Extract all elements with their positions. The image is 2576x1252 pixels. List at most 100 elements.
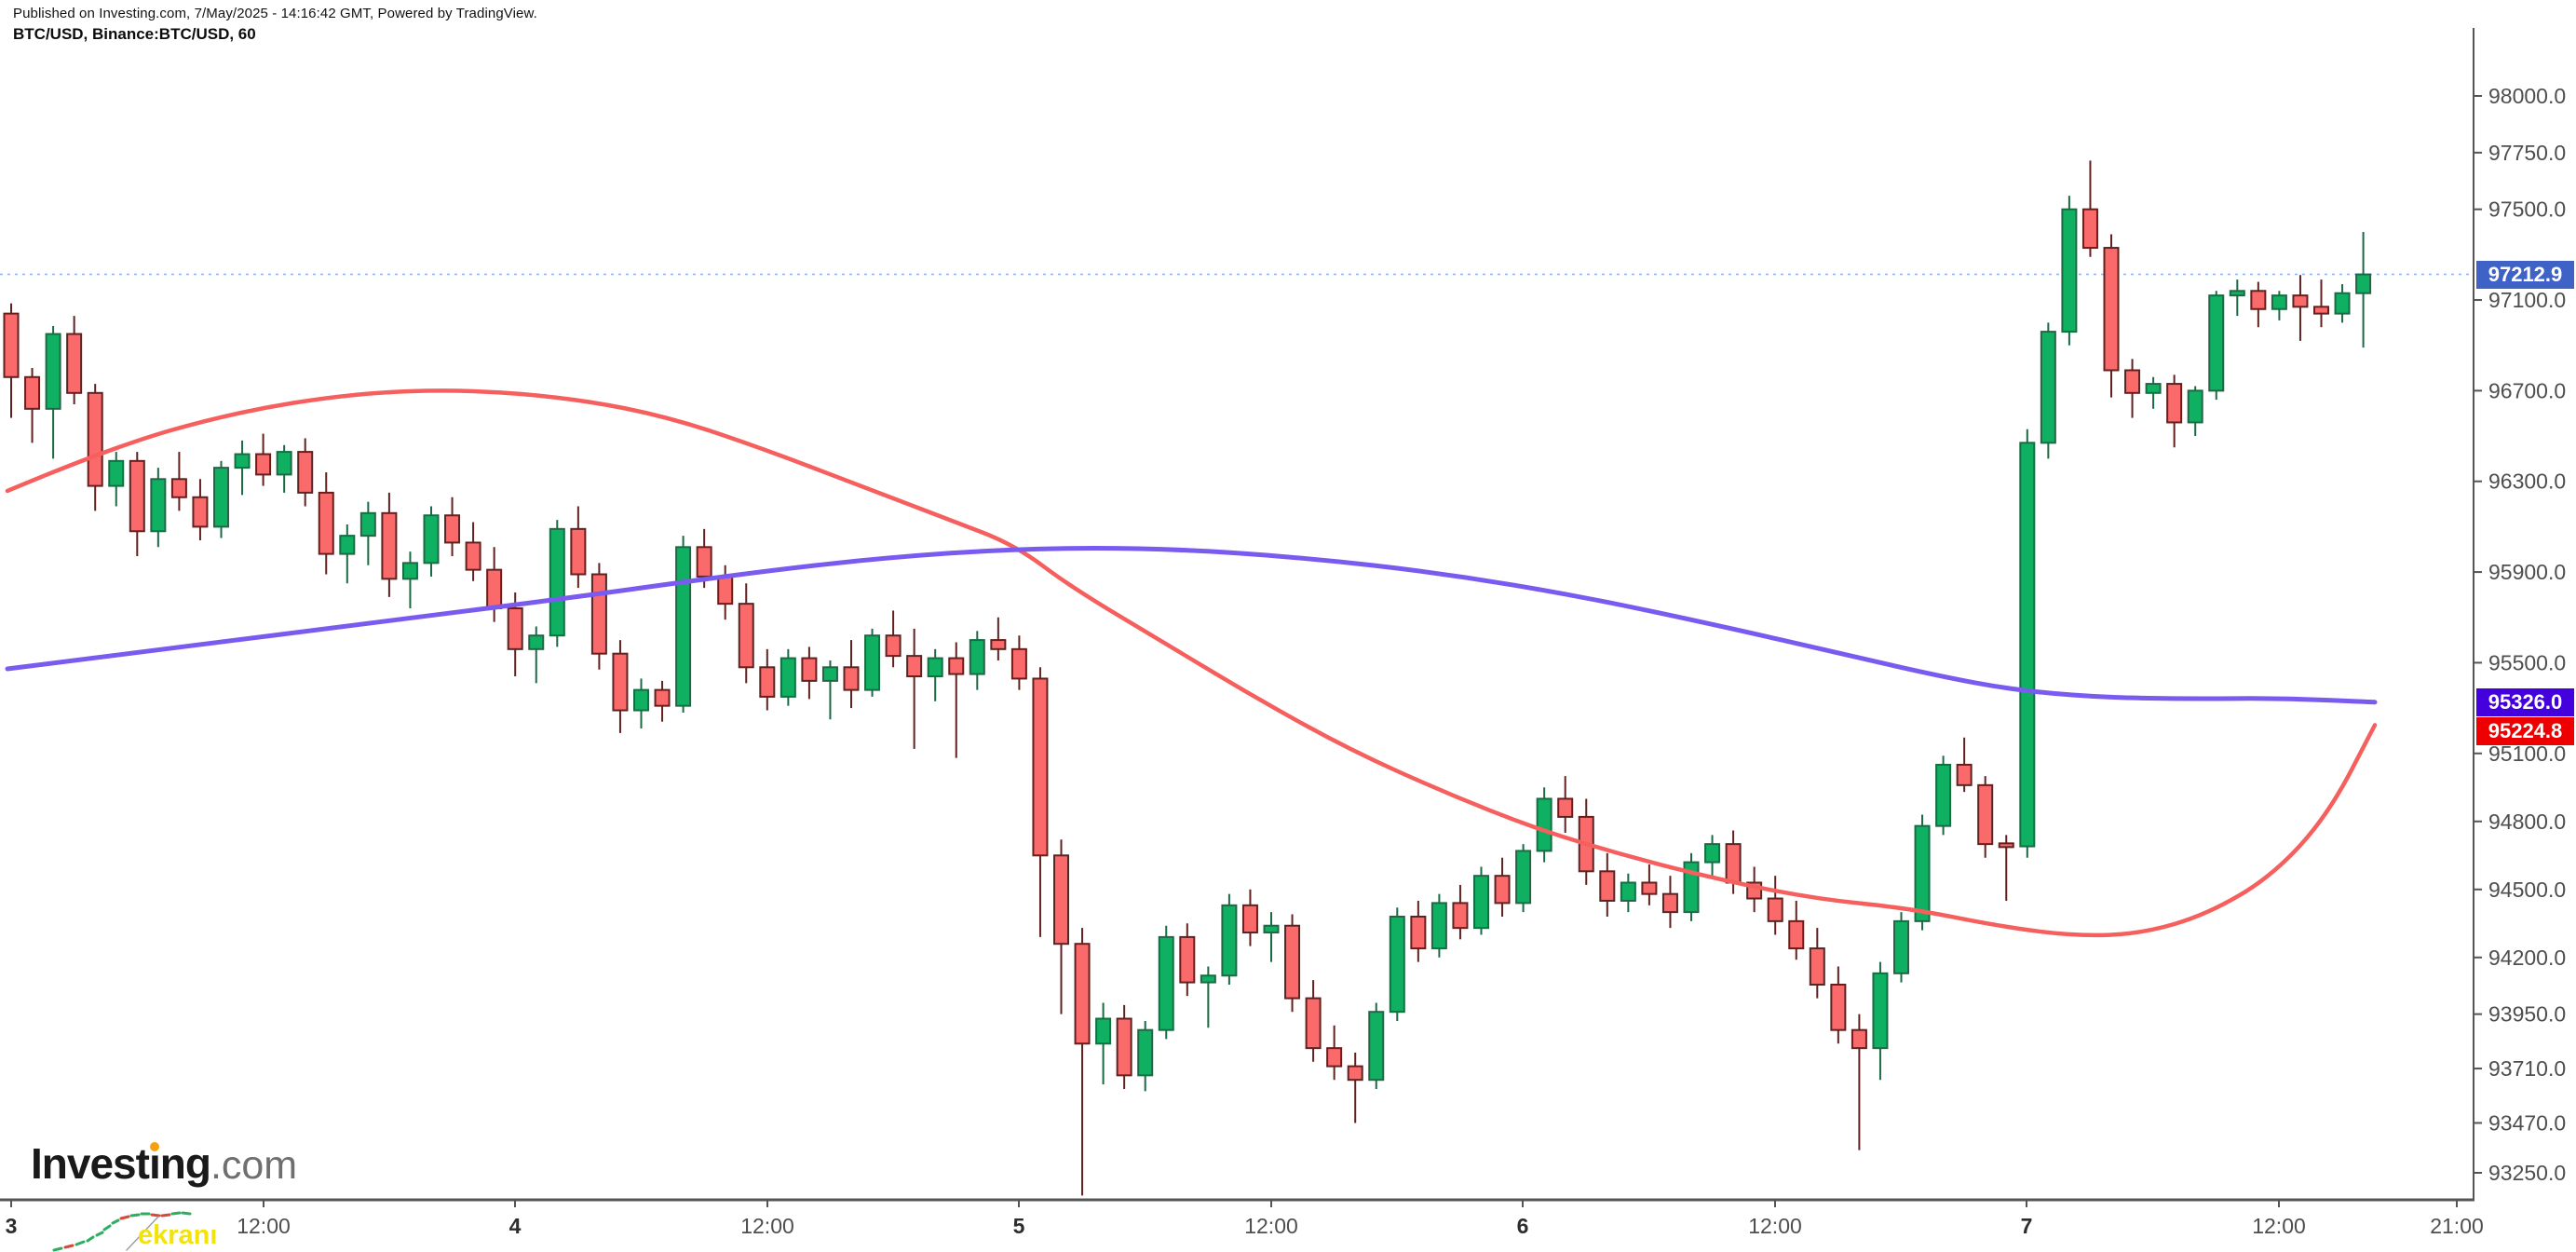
candle-down xyxy=(1788,919,1805,950)
price-axis-label: 98000.0 xyxy=(2488,84,2566,108)
candle-up xyxy=(1935,763,1952,827)
chart-header: Published on Investing.com, 7/May/2025 -… xyxy=(13,6,537,44)
candle-down xyxy=(3,312,20,378)
candle-down xyxy=(612,652,629,712)
candle-down xyxy=(1725,843,1742,884)
time-axis-label: 12:00 xyxy=(1748,1214,1802,1238)
last-price-value: 97212.9 xyxy=(2488,262,2563,286)
ma-red-badge: 95224.8 xyxy=(2476,716,2574,745)
candle-up xyxy=(1893,919,1909,974)
candle-up xyxy=(1200,974,1216,984)
candle-down xyxy=(507,607,523,650)
candle-up xyxy=(2019,442,2036,848)
candle-down xyxy=(2313,306,2329,315)
candle-up xyxy=(1620,881,1636,902)
candle-up xyxy=(1430,902,1447,950)
price-axis-label: 94800.0 xyxy=(2488,810,2566,834)
candle-up xyxy=(1221,904,1238,977)
candle-down xyxy=(1284,924,1301,1000)
candle-down xyxy=(297,451,314,494)
candle-up xyxy=(1872,972,1889,1050)
candle-down xyxy=(696,546,712,578)
price-axis-label: 94200.0 xyxy=(2488,946,2566,970)
candle-up xyxy=(1704,843,1721,864)
candle-down xyxy=(885,634,902,658)
candle-down xyxy=(2292,294,2309,308)
candle-down xyxy=(1410,915,1427,950)
candle-down xyxy=(1661,892,1678,914)
candle-up xyxy=(1536,797,1552,852)
price-axis-label: 93250.0 xyxy=(2488,1161,2566,1185)
candle-down xyxy=(1641,881,1658,895)
ma-purple-value: 95326.0 xyxy=(2488,689,2563,714)
candle-down xyxy=(1851,1028,1867,1050)
time-axis-label: 7 xyxy=(2021,1214,2033,1238)
price-axis-label: 95100.0 xyxy=(2488,742,2566,766)
candle-up xyxy=(2229,290,2245,297)
logo-text-1: Invest xyxy=(31,1139,150,1188)
candle-up xyxy=(423,514,440,565)
ma-red-value: 95224.8 xyxy=(2488,718,2563,742)
time-axis-label: 4 xyxy=(509,1214,522,1238)
candle-down xyxy=(2166,383,2183,424)
candle-down xyxy=(1452,902,1469,930)
candle-up xyxy=(2271,294,2287,310)
candle-down xyxy=(1347,1065,1363,1082)
candle-up xyxy=(969,639,985,675)
candle-down xyxy=(843,666,860,691)
ma-red-line xyxy=(5,388,2378,938)
candle-down xyxy=(444,514,461,544)
candle-up xyxy=(780,657,796,698)
candle-down xyxy=(381,511,398,580)
candle-down xyxy=(1074,943,1091,1045)
candle-up xyxy=(1914,824,1931,922)
price-axis-label: 93950.0 xyxy=(2488,1002,2566,1027)
logo-dotted-i: ı xyxy=(148,1139,161,1188)
candle-down xyxy=(906,655,923,678)
candle-down xyxy=(1809,947,1825,987)
candle-down xyxy=(1830,984,1847,1031)
candle-up xyxy=(2355,273,2372,294)
candle-up xyxy=(150,478,167,533)
candle-down xyxy=(948,657,965,675)
candle-up xyxy=(821,666,838,682)
candle-down xyxy=(759,666,776,698)
price-axis-label: 96700.0 xyxy=(2488,378,2566,402)
candle-up xyxy=(401,562,418,580)
logo-orange-dot-icon xyxy=(149,1142,159,1151)
candle-up xyxy=(359,511,376,538)
candle-down xyxy=(1179,935,1196,984)
candle-down xyxy=(570,527,587,576)
candle-up xyxy=(2208,294,2225,392)
watermark-sparkline-icon xyxy=(52,1211,192,1252)
candle-down xyxy=(1494,875,1511,905)
time-axis-label: 3 xyxy=(6,1214,18,1238)
candle-down xyxy=(2103,247,2120,372)
candle-up xyxy=(213,467,229,528)
price-axis-label: 96300.0 xyxy=(2488,470,2566,494)
price-axis-label: 97500.0 xyxy=(2488,197,2566,222)
candle-up xyxy=(108,459,125,487)
time-axis-label: 5 xyxy=(1013,1214,1025,1238)
time-axis-label: 12:00 xyxy=(1244,1214,1298,1238)
candle-up xyxy=(1515,850,1532,905)
watermark-text: ekranı xyxy=(138,1220,218,1250)
candle-up xyxy=(864,634,881,691)
candle-up xyxy=(1263,924,1280,934)
candle-down xyxy=(2124,369,2141,394)
candle-up xyxy=(1095,1017,1112,1045)
price-axis-label: 95500.0 xyxy=(2488,650,2566,674)
candle-down xyxy=(170,478,187,498)
candle-down xyxy=(1977,783,1994,846)
candle-up xyxy=(234,453,251,470)
time-axis-label: 21:00 xyxy=(2430,1214,2484,1238)
ma-purple-badge: 95326.0 xyxy=(2476,687,2574,716)
candle-down xyxy=(2081,208,2098,250)
candle-down xyxy=(590,573,607,655)
candle-up xyxy=(633,688,649,712)
ma-purple-line xyxy=(5,546,2378,705)
candle-up xyxy=(2334,292,2351,315)
candle-down xyxy=(1767,897,1783,922)
